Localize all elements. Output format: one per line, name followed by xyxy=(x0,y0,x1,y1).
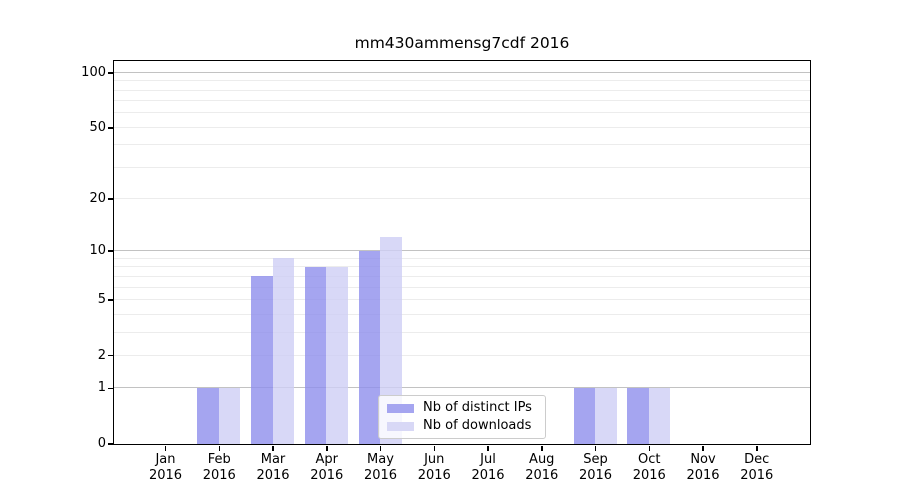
y-tick-label-50: 50 xyxy=(89,119,106,135)
y-tick-label-1: 1 xyxy=(97,380,106,396)
x-tick-label-sep: Sep 2016 xyxy=(578,452,613,483)
gridline-minor-3 xyxy=(113,331,810,333)
bar-distinct-ips-apr xyxy=(304,266,327,444)
bar-downloads-may xyxy=(380,237,402,444)
gridline-minor-8 xyxy=(113,266,810,268)
x-tick-label-jan: Jan 2016 xyxy=(148,452,183,483)
x-tick-label-oct: Oct 2016 xyxy=(632,452,666,483)
x-tick-label-jul: Jul 2016 xyxy=(471,452,505,483)
bar-distinct-ips-may xyxy=(358,250,380,444)
y-tick-label-2: 2 xyxy=(97,347,106,363)
y-tick-label-0: 0 xyxy=(97,436,106,451)
x-tick-nov xyxy=(702,445,704,451)
gridline-minor-20 xyxy=(113,198,810,200)
x-tick-oct xyxy=(648,445,650,451)
bar-distinct-ips-mar xyxy=(251,276,273,444)
y-tick-1 xyxy=(108,387,113,390)
x-tick-sep xyxy=(594,445,597,451)
gridline-minor-6 xyxy=(113,286,810,288)
gridline-minor-50 xyxy=(113,126,810,128)
x-tick-label-nov: Nov 2016 xyxy=(686,452,720,483)
x-tick-apr xyxy=(326,445,328,451)
x-tick-label-mar: Mar 2016 xyxy=(256,452,290,483)
x-tick-may xyxy=(379,445,382,451)
gridline-major-10 xyxy=(113,250,810,252)
x-tick-label-may: May 2016 xyxy=(363,452,398,483)
gridline-minor-80 xyxy=(113,89,810,91)
legend-label-distinct-ips: Nb of distinct IPs xyxy=(423,400,532,415)
x-tick-mar xyxy=(272,445,274,451)
y-tick-20 xyxy=(108,198,113,200)
bar-downloads-apr xyxy=(326,266,348,444)
bar-distinct-ips-sep xyxy=(573,387,595,444)
legend: Nb of distinct IPs Nb of downloads xyxy=(378,395,546,439)
gridline-minor-70 xyxy=(113,100,810,102)
gridline-minor-5 xyxy=(113,298,810,300)
x-tick-label-aug: Aug 2016 xyxy=(525,452,559,483)
gridline-minor-60 xyxy=(113,112,810,114)
legend-swatch-downloads xyxy=(387,421,414,431)
gridline-minor-9 xyxy=(113,257,810,259)
x-tick-jul xyxy=(487,445,489,451)
x-tick-label-dec: Dec 2016 xyxy=(740,452,774,483)
bar-downloads-oct xyxy=(648,387,671,444)
y-tick-5 xyxy=(108,299,113,301)
gridline-minor-4 xyxy=(113,313,810,315)
x-tick-jan xyxy=(164,445,167,451)
y-tick-0 xyxy=(108,443,113,445)
bar-downloads-sep xyxy=(595,387,617,444)
legend-label-downloads: Nb of downloads xyxy=(423,418,532,433)
x-tick-aug xyxy=(541,445,543,451)
y-tick-label-10: 10 xyxy=(89,243,106,259)
bar-distinct-ips-feb xyxy=(197,387,219,444)
bar-downloads-feb xyxy=(218,387,241,444)
y-tick-label-100: 100 xyxy=(81,64,106,80)
x-tick-feb xyxy=(218,445,220,451)
legend-row-downloads: Nb of downloads xyxy=(387,419,537,433)
chart-title: mm430ammensg7cdf 2016 xyxy=(354,34,570,52)
x-tick-dec xyxy=(756,445,758,451)
legend-swatch-distinct-ips xyxy=(387,403,414,413)
x-tick-label-feb: Feb 2016 xyxy=(202,452,236,483)
y-tick-100 xyxy=(108,72,113,74)
gridline-minor-30 xyxy=(113,166,810,168)
gridline-minor-90 xyxy=(113,80,810,82)
gridline-minor-7 xyxy=(113,275,810,277)
x-tick-jun xyxy=(433,445,435,451)
y-tick-label-20: 20 xyxy=(89,191,106,207)
bar-distinct-ips-oct xyxy=(627,387,649,444)
gridline-minor-40 xyxy=(113,144,810,146)
bar-downloads-mar xyxy=(272,258,294,444)
x-tick-label-apr: Apr 2016 xyxy=(310,452,344,483)
y-tick-label-5: 5 xyxy=(97,291,106,307)
x-tick-label-jun: Jun 2016 xyxy=(417,452,451,483)
gridline-minor-2 xyxy=(113,354,810,356)
y-tick-2 xyxy=(108,354,113,357)
gridline-major-100 xyxy=(113,71,810,73)
gridline-major-1 xyxy=(113,387,810,389)
legend-row-distinct-ips: Nb of distinct IPs xyxy=(387,401,537,415)
plot-area xyxy=(112,59,811,445)
y-tick-10 xyxy=(108,250,113,252)
y-tick-50 xyxy=(108,127,113,129)
